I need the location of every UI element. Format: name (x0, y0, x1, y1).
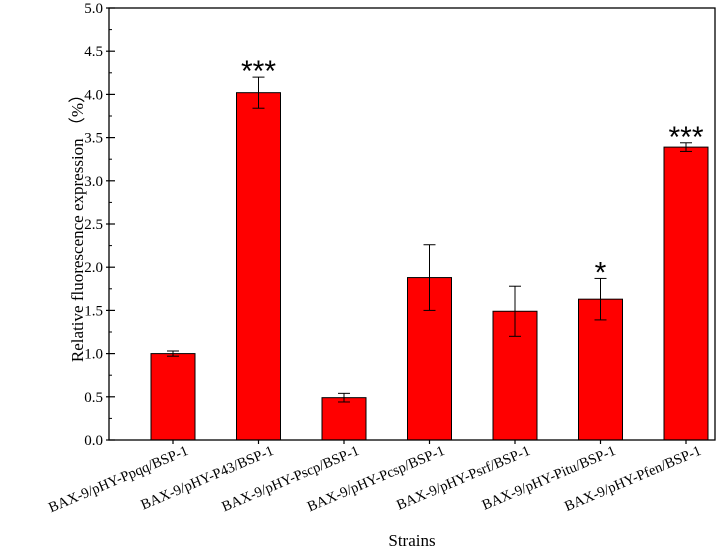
x-axis-title: Strains (388, 531, 435, 550)
y-tick-label: 3.5 (84, 131, 103, 147)
significance-marker: *** (241, 55, 276, 88)
x-category-label: BAX-9/pHY-Pscp/BSP-1 (220, 443, 362, 515)
significance-marker: * (595, 256, 607, 289)
y-tick-label: 3.0 (84, 174, 103, 190)
y-tick-label: 1.0 (84, 347, 103, 363)
bar (150, 353, 196, 441)
y-tick-label: 5.0 (84, 1, 103, 17)
y-tick-label: 2.0 (84, 260, 103, 276)
bar (321, 397, 367, 441)
bar (236, 92, 281, 441)
x-category-label: BAX-9/pHY-Pcsp/BSP-1 (305, 443, 447, 515)
y-tick-label: 0.0 (84, 433, 103, 449)
y-tick-label: 4.0 (84, 87, 103, 103)
y-axis-title: Relative fluorescence expression （%） (68, 86, 87, 362)
y-tick-label: 1.5 (84, 303, 103, 319)
bar (663, 146, 709, 441)
y-tick-label: 2.5 (84, 217, 103, 233)
bar (578, 298, 623, 441)
significance-marker: *** (668, 121, 703, 154)
y-tick-label: 0.5 (84, 390, 103, 406)
x-category-label: BAX-9/pHY-Ppqq/BSP-1 (46, 443, 190, 516)
x-category-label: BAX-9/pHY-Pfen/BSP-1 (562, 443, 703, 515)
y-tick-label: 4.5 (84, 44, 103, 60)
